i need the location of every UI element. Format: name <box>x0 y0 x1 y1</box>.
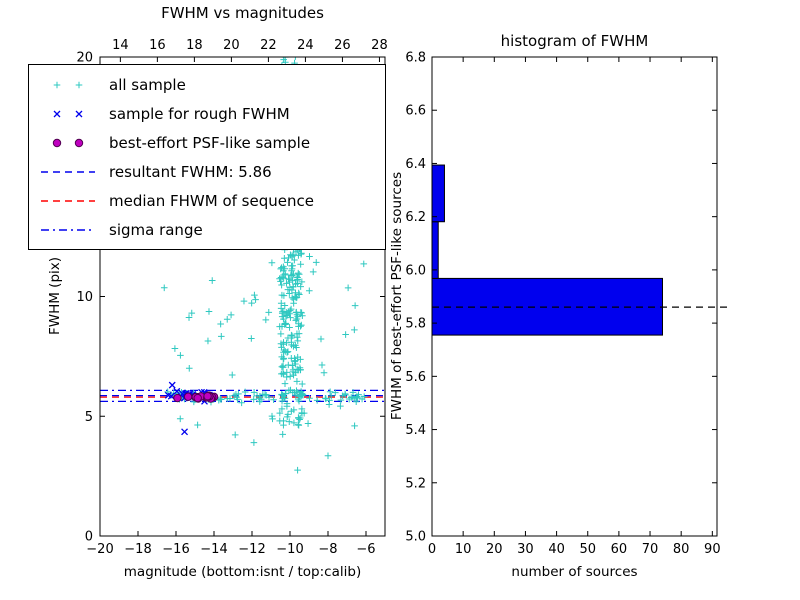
tick-label: 5.2 <box>405 476 426 491</box>
tick-label: 40 <box>548 542 565 557</box>
tick-label: 30 <box>517 542 534 557</box>
tick-label: −18 <box>124 542 151 557</box>
tick-label: 0 <box>428 542 436 557</box>
tick-label: 22 <box>260 38 277 53</box>
tick-label: 5 <box>85 410 93 425</box>
histogram-xlabel: number of sources <box>511 564 638 580</box>
tick-label: 6.8 <box>405 51 426 66</box>
x-swatch-icon <box>53 110 83 117</box>
circle-swatch-icon <box>52 138 84 147</box>
series-best-effort-psf-like-sample <box>173 391 219 403</box>
tick-label: 5.0 <box>405 530 426 545</box>
legend-label: median FHWM of sequence <box>109 191 314 210</box>
tick-label: 6.0 <box>405 263 426 278</box>
tick-label: 20 <box>486 542 503 557</box>
histogram-bar <box>431 164 445 223</box>
tick-label: 26 <box>334 38 351 53</box>
plus-swatch-icon <box>53 81 83 88</box>
tick-label: 20 <box>223 38 240 53</box>
legend-label: best-effort PSF-like sample <box>109 133 311 152</box>
tick-label: −16 <box>162 542 189 557</box>
histogram-ticks: 0 10 20 30 40 50 60 70 80 90 5.0 5.2 5.4 5.6 5.8 6.0 6.2… <box>405 51 720 558</box>
legend-item: median FHWM of sequence <box>37 186 377 215</box>
tick-label: −12 <box>238 542 265 557</box>
legend-label: sigma range <box>109 220 203 239</box>
scatter-ticks: −20−18−16−14−12−10−8−6051015201416182022… <box>76 38 387 557</box>
tick-label: 18 <box>186 38 203 53</box>
tick-label: −20 <box>86 542 113 557</box>
tick-label: −8 <box>318 542 337 557</box>
scatter-xlabel: magnitude (bottom:isnt / top:calib) <box>123 564 362 580</box>
tick-label: 28 <box>371 38 388 53</box>
tick-label: −6 <box>356 542 375 557</box>
tick-label: 6.2 <box>405 210 426 225</box>
tick-label: 10 <box>76 290 93 305</box>
histogram-bars <box>431 164 663 336</box>
histogram-title: histogram of FWHM <box>500 32 649 50</box>
series-all-sample <box>160 57 368 474</box>
tick-label: −10 <box>276 542 303 557</box>
dashed-swatch-icon <box>41 170 95 173</box>
tick-label: 50 <box>579 542 596 557</box>
scatter-title: FWHM vs magnitudes <box>161 4 324 22</box>
scatter-ylabel: FWHM (pix) <box>47 256 63 336</box>
tick-label: 14 <box>112 38 129 53</box>
tick-label: 0 <box>85 530 93 545</box>
reference-lines <box>100 389 385 403</box>
tick-label: 70 <box>642 542 659 557</box>
legend: all sample sample for rough FWHM best-effo… <box>28 64 386 250</box>
tick-label: 20 <box>76 51 93 66</box>
tick-label: 6.4 <box>405 157 426 172</box>
tick-label: 24 <box>297 38 314 53</box>
legend-label: sample for rough FWHM <box>109 104 290 123</box>
tick-label: 5.4 <box>405 423 426 438</box>
histogram-ylabel: FWHM of best-effort PSF-like sources <box>389 171 405 421</box>
tick-label: 80 <box>673 542 690 557</box>
histogram-frame <box>431 56 718 537</box>
tick-label: 5.8 <box>405 317 426 332</box>
legend-item: sigma range <box>37 215 377 244</box>
tick-label: 5.6 <box>405 370 426 385</box>
dashdot-swatch-icon <box>41 228 95 231</box>
dashed-swatch-icon <box>41 199 95 202</box>
legend-label: all sample <box>109 75 186 94</box>
tick-label: 60 <box>611 542 628 557</box>
tick-label: −14 <box>200 542 227 557</box>
tick-label: 6.6 <box>405 104 426 119</box>
legend-label: resultant FWHM: 5.86 <box>109 162 272 181</box>
legend-item: all sample <box>37 70 377 99</box>
legend-item: sample for rough FWHM <box>37 99 377 128</box>
legend-item: best-effort PSF-like sample <box>37 128 377 157</box>
tick-label: 10 <box>455 542 472 557</box>
tick-label: 16 <box>149 38 166 53</box>
legend-item: resultant FWHM: 5.86 <box>37 157 377 186</box>
tick-label: 90 <box>704 542 721 557</box>
